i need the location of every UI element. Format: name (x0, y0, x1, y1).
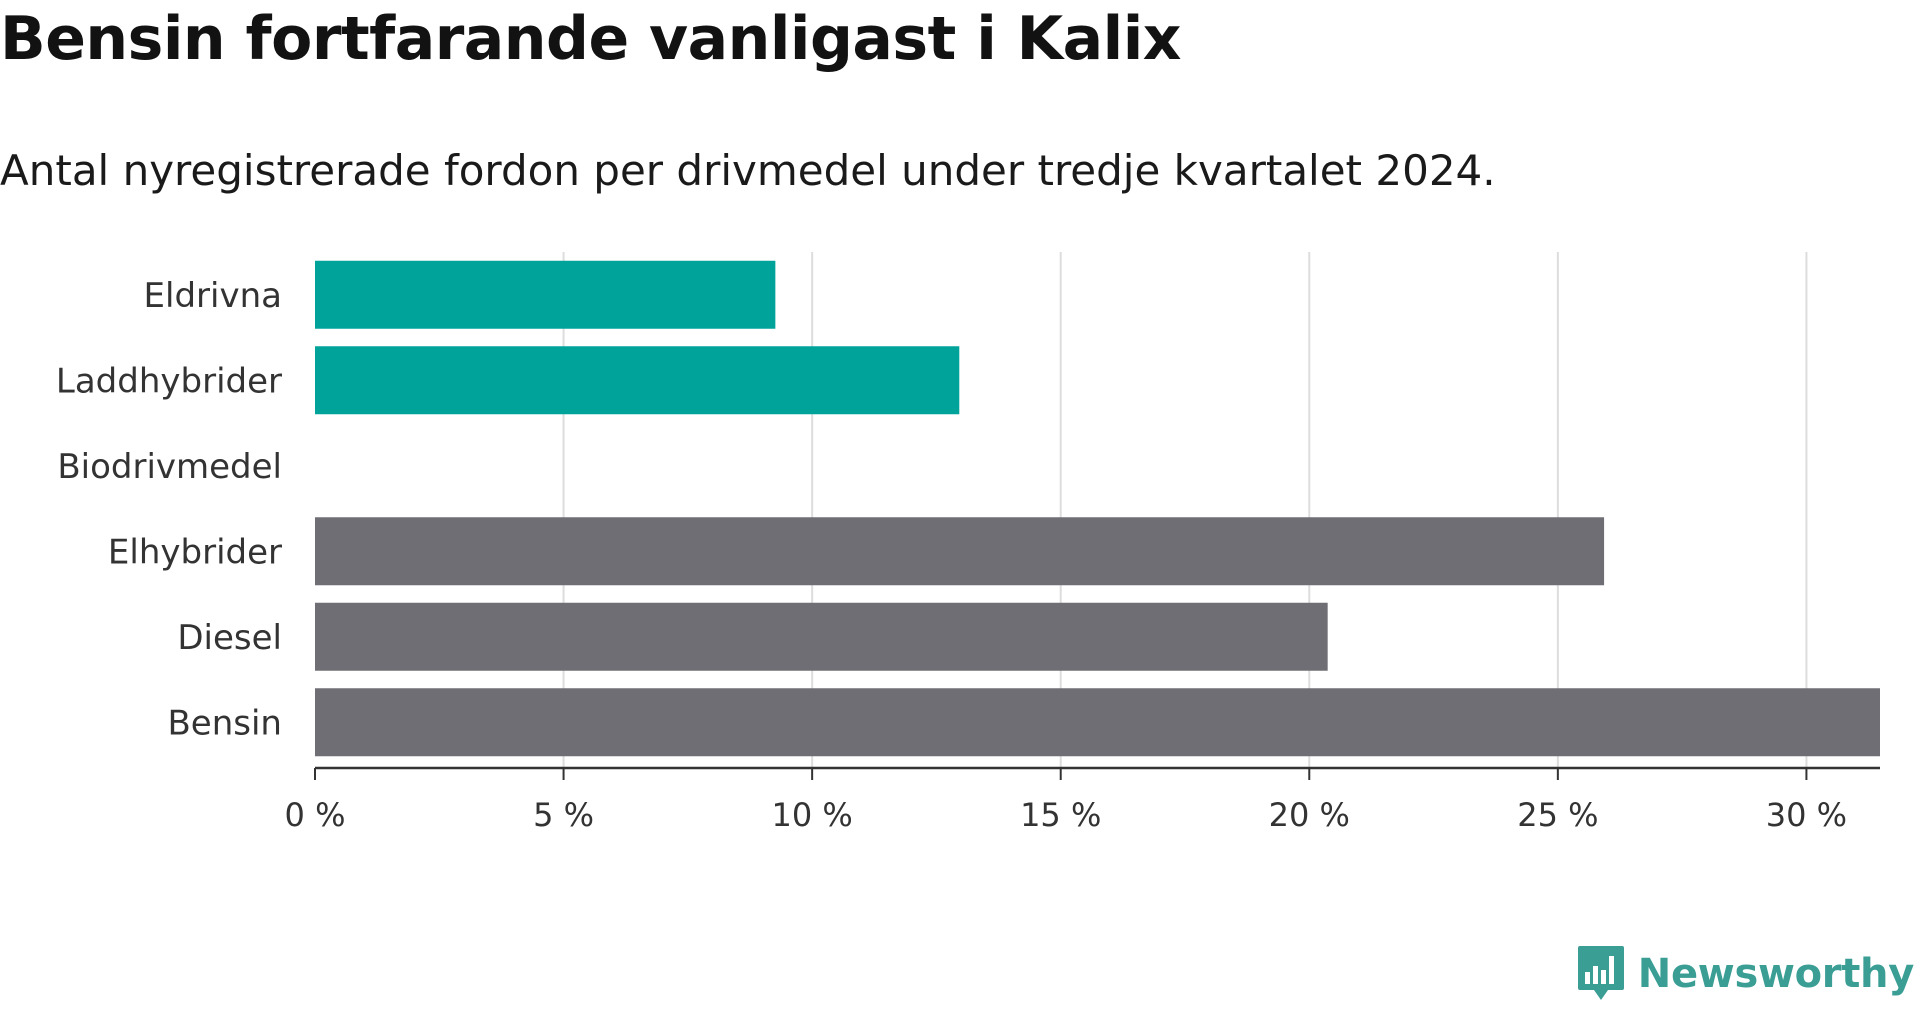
bar-chart: 0 % 5 % 10 % 15 % 20 % 25 % 30 % Eldrivna Laddh… (56, 252, 1880, 834)
bar-elhybrider (315, 517, 1605, 586)
gridlines (562, 252, 1808, 768)
x-tick-label: 30 % (1766, 796, 1847, 834)
category-label: Diesel (177, 618, 282, 658)
chart-title: Bensin fortfarande vanligast i Kalix (0, 4, 1181, 74)
logo-text: Newsworthy (1637, 951, 1915, 997)
bar-laddhybrider (315, 346, 960, 415)
x-tick-label: 5 % (533, 796, 594, 834)
chart-subtitle: Antal nyregistrerade fordon per drivmede… (0, 146, 1496, 195)
bar-diesel (315, 602, 1328, 671)
category-label: Laddhybrider (56, 361, 282, 401)
x-tick-label: 0 % (285, 796, 346, 834)
category-label: Biodrivmedel (57, 447, 282, 487)
x-tick-label: 10 % (771, 796, 852, 834)
category-label: Bensin (167, 703, 282, 743)
x-axis: 0 % 5 % 10 % 15 % 20 % 25 % 30 % (285, 766, 1880, 834)
x-tick-label: 25 % (1517, 796, 1598, 834)
newsworthy-logo: Newsworthy (1576, 944, 1914, 1004)
category-label: Elhybrider (108, 532, 282, 572)
newsworthy-logo-icon (1577, 946, 1624, 1000)
category-label: Eldrivna (144, 276, 282, 316)
bar-eldrivna (315, 260, 776, 329)
x-tick-label: 20 % (1269, 796, 1350, 834)
x-tick-label: 15 % (1020, 796, 1101, 834)
bars (315, 260, 1880, 757)
category-labels: Eldrivna Laddhybrider Biodrivmedel Elhybrid… (56, 276, 282, 744)
bar-bensin (315, 688, 1880, 757)
